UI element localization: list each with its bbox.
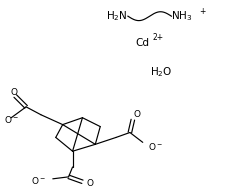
Text: $\mathregular{O^-}$: $\mathregular{O^-}$ [31, 175, 46, 186]
Text: O: O [11, 88, 18, 97]
Text: O: O [86, 179, 93, 188]
Text: $\mathregular{O^-}$: $\mathregular{O^-}$ [4, 114, 19, 125]
Text: +: + [199, 7, 205, 16]
Text: 2+: 2+ [153, 33, 164, 42]
Text: O: O [134, 110, 141, 119]
Text: $\mathregular{NH_3}$: $\mathregular{NH_3}$ [171, 9, 193, 23]
Text: $\mathregular{H_2N}$: $\mathregular{H_2N}$ [106, 9, 128, 23]
Text: Cd: Cd [136, 38, 150, 48]
Text: $\mathregular{O^-}$: $\mathregular{O^-}$ [148, 141, 163, 152]
Text: $\mathregular{H_2O}$: $\mathregular{H_2O}$ [150, 66, 172, 79]
